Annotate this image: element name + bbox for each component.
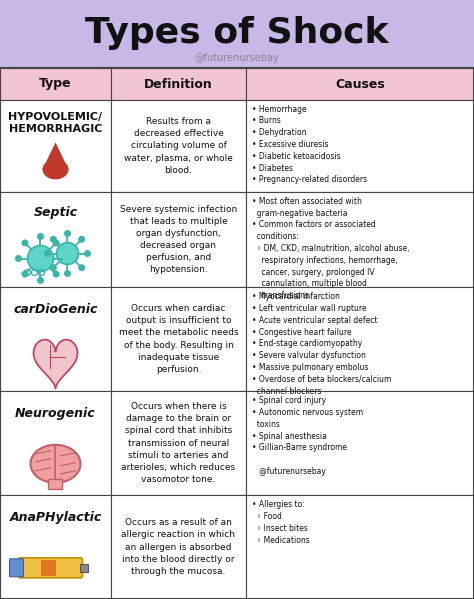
- Bar: [0, 495, 111, 599]
- Circle shape: [50, 264, 57, 271]
- Bar: [0, 0, 474, 68]
- Circle shape: [59, 255, 66, 262]
- Ellipse shape: [43, 159, 69, 179]
- Text: • Myocardial infarction
• Left ventricular wall rupture
• Acute ventricular sept: • Myocardial infarction • Left ventricul…: [252, 292, 392, 395]
- Circle shape: [56, 243, 79, 265]
- Text: Definition: Definition: [144, 77, 213, 90]
- Bar: [0, 68, 474, 599]
- Circle shape: [78, 264, 85, 271]
- Bar: [111, 391, 246, 495]
- Polygon shape: [43, 143, 69, 170]
- FancyBboxPatch shape: [18, 558, 82, 578]
- Circle shape: [50, 236, 57, 243]
- Text: Causes: Causes: [335, 77, 385, 90]
- Bar: [246, 192, 474, 287]
- Bar: [111, 192, 246, 287]
- Text: • Spinal cord injury
• Autonomic nervous system
  toxins
• Spinal anesthesia
• G: • Spinal cord injury • Autonomic nervous…: [252, 396, 363, 476]
- Bar: [0, 391, 111, 495]
- Bar: [0, 287, 111, 391]
- Text: AnaPHylactic: AnaPHylactic: [9, 512, 101, 524]
- Bar: [111, 495, 246, 599]
- Bar: [81, 564, 89, 572]
- Bar: [111, 68, 246, 100]
- Ellipse shape: [30, 445, 81, 483]
- Text: Occurs as a result of an
allergic reaction in which
an allergen is absorbed
into: Occurs as a result of an allergic reacti…: [121, 518, 236, 576]
- Circle shape: [37, 233, 44, 240]
- Bar: [246, 391, 474, 495]
- Circle shape: [64, 230, 71, 237]
- Circle shape: [37, 277, 44, 284]
- Bar: [0, 68, 111, 100]
- Circle shape: [53, 271, 60, 277]
- Text: Occurs when there is
damage to the brain or
spinal cord that inhibits
transmissi: Occurs when there is damage to the brain…: [121, 402, 236, 484]
- Text: Results from a
decreased effective
circulating volume of
water, plasma, or whole: Results from a decreased effective circu…: [124, 117, 233, 175]
- Text: Severe systemic infection
that leads to multiple
organ dysfunction,
decreased or: Severe systemic infection that leads to …: [120, 205, 237, 274]
- Circle shape: [53, 240, 60, 246]
- Bar: [246, 495, 474, 599]
- Text: Type: Type: [39, 77, 72, 90]
- Circle shape: [84, 250, 91, 257]
- Text: @futurenursebay: @futurenursebay: [195, 53, 279, 63]
- Circle shape: [44, 250, 51, 257]
- Bar: [246, 68, 474, 100]
- Circle shape: [64, 270, 71, 277]
- Text: • Allergies to:
  ◦ Food
  ◦ Insect bites
  ◦ Medications: • Allergies to: ◦ Food ◦ Insect bites ◦ …: [252, 500, 310, 544]
- Text: Septic: Septic: [34, 207, 78, 219]
- Text: • Most often associated with
  gram-negative bacteria
• Common factors or associ: • Most often associated with gram-negati…: [252, 196, 410, 300]
- Bar: [0, 100, 111, 192]
- Circle shape: [15, 255, 22, 262]
- Text: Types of Shock: Types of Shock: [85, 16, 389, 50]
- Bar: [246, 287, 474, 391]
- Bar: [111, 287, 246, 391]
- Text: Occurs when cardiac
output is insufficient to
meet the metabolic needs
of the bo: Occurs when cardiac output is insufficie…: [118, 304, 238, 374]
- Text: • Hemorrhage
• Burns
• Dehydration
• Excessive diuresis
• Diabetic ketoacidosis
: • Hemorrhage • Burns • Dehydration • Exc…: [252, 105, 367, 184]
- Bar: [111, 100, 246, 192]
- Bar: [42, 560, 56, 576]
- Circle shape: [27, 246, 54, 271]
- Text: Neurogenic: Neurogenic: [15, 407, 96, 420]
- Text: HYPOVOLEMIC/
HEMORRHAGIC: HYPOVOLEMIC/ HEMORRHAGIC: [9, 112, 102, 134]
- FancyBboxPatch shape: [9, 559, 24, 577]
- Bar: [0, 192, 111, 287]
- Bar: [246, 100, 474, 192]
- Text: carDioGenic: carDioGenic: [13, 303, 98, 316]
- Circle shape: [78, 236, 85, 243]
- Circle shape: [21, 271, 28, 277]
- Circle shape: [21, 240, 28, 246]
- Polygon shape: [34, 340, 77, 389]
- Bar: [48, 479, 63, 489]
